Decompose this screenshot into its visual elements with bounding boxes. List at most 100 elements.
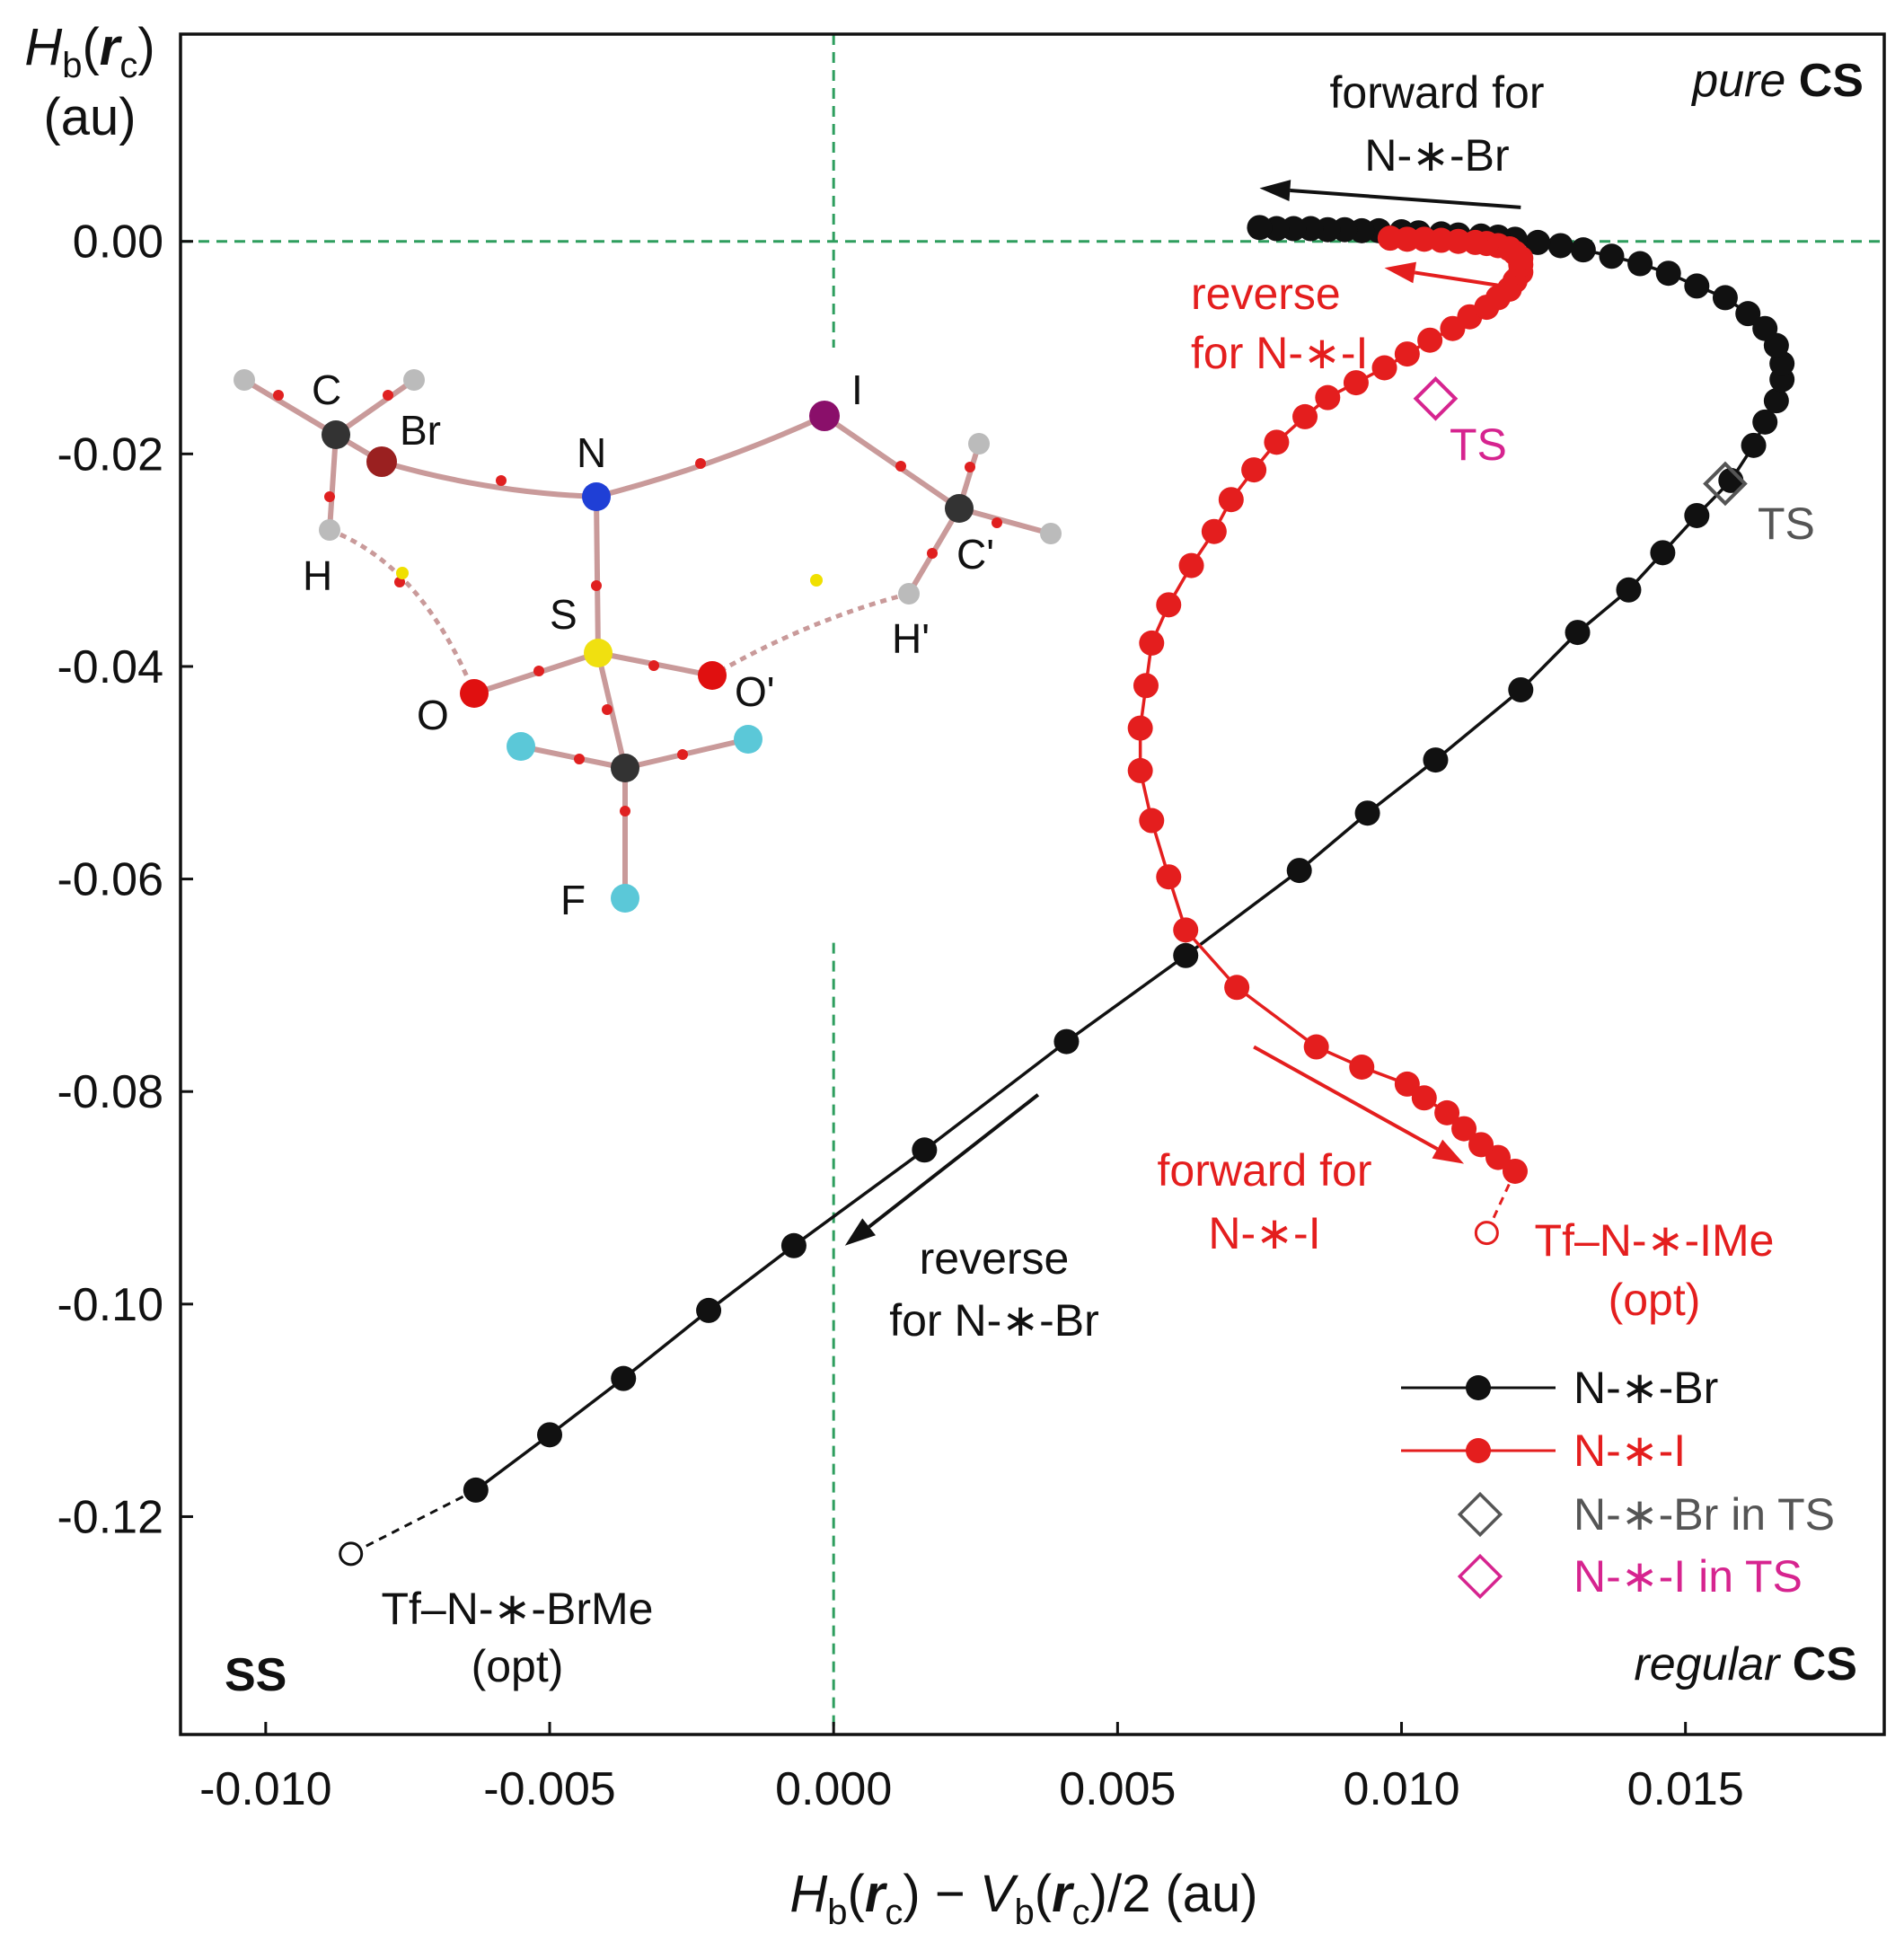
- data-point: [1241, 457, 1267, 483]
- svg-text:forward for: forward for: [1158, 1145, 1372, 1196]
- data-point: [1156, 592, 1182, 618]
- ts-i-label: TS: [1450, 419, 1507, 470]
- data-point: [1423, 747, 1449, 773]
- atom-o: [460, 679, 489, 708]
- opt-point: [339, 1541, 364, 1567]
- arrow-forward-i-shaft: [1253, 1045, 1439, 1151]
- svg-text:N: N: [577, 429, 606, 476]
- y-axis-ticks: 0.00 -0.02 -0.04 -0.06 -0.08 -0.10 -0.12: [57, 216, 193, 1543]
- data-point: [1570, 237, 1596, 263]
- data-point: [1173, 917, 1199, 943]
- atom-s: [584, 639, 613, 667]
- data-point: [1451, 1116, 1477, 1142]
- arrow-forward-i-head: [1432, 1139, 1465, 1164]
- ts-marker: [1413, 375, 1459, 421]
- data-point: [1371, 355, 1397, 381]
- svg-text:O': O': [735, 668, 775, 715]
- data-point: [1133, 673, 1159, 699]
- svg-text:N-∗-Br: N-∗-Br: [1364, 130, 1509, 181]
- atom-h-methyl-3: [968, 433, 990, 455]
- svg-text:for N-∗-I: for N-∗-I: [1191, 328, 1368, 378]
- data-point: [1343, 370, 1369, 396]
- atom-f-2: [734, 725, 762, 754]
- data-point: [1735, 301, 1761, 327]
- svg-text:N-∗-I: N-∗-I: [1573, 1425, 1686, 1476]
- data-point: [780, 1232, 807, 1258]
- opt-br-annotation: Tf–N-∗-BrMe (opt): [381, 1584, 653, 1691]
- y-tick-label: -0.04: [57, 641, 163, 693]
- ss-label: SS: [225, 1649, 286, 1701]
- data-point: [696, 1297, 722, 1323]
- data-point: [1741, 432, 1767, 458]
- svg-text:Tf–N-∗-BrMe: Tf–N-∗-BrMe: [381, 1584, 653, 1634]
- atom-c-cf3: [611, 754, 639, 782]
- atom-c: [322, 420, 350, 449]
- x-tick-label: -0.005: [483, 1763, 615, 1815]
- svg-text:N-∗-I in TS: N-∗-I in TS: [1573, 1551, 1803, 1602]
- y-tick-label: -0.10: [57, 1279, 163, 1331]
- atom-f-1: [507, 732, 535, 761]
- y-tick-label: -0.02: [57, 428, 163, 481]
- svg-text:I: I: [851, 366, 863, 413]
- data-point: [1394, 341, 1420, 367]
- data-point: [611, 1365, 637, 1391]
- svg-text:F: F: [560, 877, 586, 923]
- forward-br-annotation: forward for N-∗-Br: [1330, 67, 1545, 181]
- data-point: [1377, 225, 1403, 252]
- reverse-i-annotation: reverse for N-∗-I: [1191, 269, 1368, 378]
- atom-br: [366, 446, 397, 477]
- svg-text:N-∗-I: N-∗-I: [1208, 1208, 1320, 1258]
- data-point: [1394, 1071, 1420, 1097]
- x-axis-ticks: -0.010 -0.005 0.000 0.005 0.010 0.015: [199, 1722, 1744, 1815]
- arrow-reverse-i-head: [1384, 261, 1416, 284]
- svg-text:C: C: [312, 366, 341, 413]
- svg-text:(opt): (opt): [1609, 1275, 1701, 1325]
- data-point: [1139, 808, 1165, 834]
- ts-br-label: TS: [1758, 499, 1815, 549]
- legend-item-br: N-∗-Br: [1401, 1363, 1718, 1413]
- data-point: [1053, 1028, 1080, 1055]
- svg-text:N-∗-Br: N-∗-Br: [1573, 1363, 1718, 1413]
- svg-text:forward for: forward for: [1330, 67, 1545, 118]
- opt-connector: [350, 1488, 477, 1556]
- legend-item-i: N-∗-I: [1401, 1425, 1686, 1476]
- svg-text:Hb(rc): Hb(rc): [24, 18, 154, 85]
- opt-point: [1474, 1221, 1499, 1246]
- data-point: [1303, 1034, 1329, 1060]
- y-tick-label: -0.08: [57, 1066, 163, 1118]
- data-point: [1547, 233, 1573, 259]
- data-point: [1525, 229, 1551, 255]
- data-point: [912, 1137, 938, 1163]
- data-point: [1650, 540, 1676, 566]
- y-tick-label: 0.00: [73, 216, 163, 269]
- legend-item-i-ts: N-∗-I in TS: [1457, 1551, 1803, 1602]
- ts-marker: [1703, 461, 1748, 507]
- atom-o-prime: [698, 661, 727, 690]
- data-point: [1417, 327, 1443, 353]
- data-point: [1173, 942, 1199, 968]
- data-point: [1156, 864, 1182, 890]
- svg-text:N-∗-Br in TS: N-∗-Br in TS: [1573, 1489, 1835, 1540]
- arrow-forward-br-shaft: [1290, 189, 1521, 209]
- data-point: [1315, 384, 1341, 410]
- data-point: [1655, 260, 1681, 287]
- atom-h-methyl-2: [403, 369, 425, 391]
- data-point: [1616, 577, 1642, 603]
- ts-markers: [1413, 375, 1748, 507]
- data-point: [1684, 273, 1710, 299]
- atom-h-methyl-4: [1040, 523, 1062, 544]
- data-point: [1292, 403, 1318, 429]
- data-point: [1178, 552, 1204, 578]
- data-point: [1127, 715, 1153, 741]
- opt-connector: [1485, 1170, 1517, 1234]
- svg-text:O: O: [417, 692, 449, 738]
- data-point: [1264, 429, 1290, 455]
- opt-i-annotation: Tf–N-∗-IMe (opt): [1535, 1215, 1775, 1325]
- atom-h: [319, 519, 340, 541]
- plot-frame: [179, 32, 1886, 1736]
- svg-text:(au): (au): [43, 88, 136, 146]
- forward-i-annotation: forward for N-∗-I: [1158, 1145, 1372, 1258]
- opt-connectors: [339, 1170, 1517, 1567]
- svg-text:H': H': [892, 615, 930, 662]
